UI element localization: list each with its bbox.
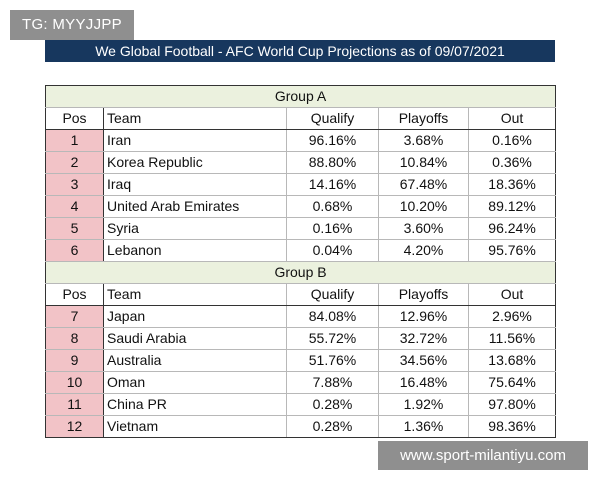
table-row: 8 Saudi Arabia 55.72% 32.72% 11.56% [45, 327, 557, 350]
qualify-cell: 0.16% [286, 217, 379, 240]
col-header-out: Out [467, 283, 557, 306]
table-row: 5 Syria 0.16% 3.60% 96.24% [45, 217, 557, 240]
col-header-playoffs: Playoffs [378, 107, 469, 130]
out-cell: 89.12% [467, 195, 557, 218]
watermark-bottom-right: www.sport-milantiyu.com [378, 441, 588, 470]
out-cell: 0.16% [467, 129, 557, 152]
pos-cell: 6 [45, 239, 104, 262]
playoffs-cell: 3.68% [378, 129, 469, 152]
team-cell: Saudi Arabia [103, 327, 287, 350]
col-header-pos: Pos [45, 283, 104, 306]
group-a-header-row: Group A [44, 85, 557, 108]
out-cell: 2.96% [467, 305, 557, 328]
qualify-cell: 7.88% [286, 371, 379, 394]
col-header-team: Team [103, 107, 287, 130]
team-cell: Iraq [103, 173, 287, 196]
pos-cell: 11 [45, 393, 104, 416]
out-cell: 13.68% [467, 349, 557, 372]
pos-cell: 8 [45, 327, 104, 350]
pos-cell: 12 [45, 415, 104, 438]
playoffs-cell: 16.48% [378, 371, 469, 394]
pos-cell: 7 [45, 305, 104, 328]
pos-cell: 3 [45, 173, 104, 196]
table-row: 7 Japan 84.08% 12.96% 2.96% [45, 305, 557, 328]
qualify-cell: 96.16% [286, 129, 379, 152]
group-b-column-header-row: Pos Team Qualify Playoffs Out [45, 283, 557, 306]
out-cell: 11.56% [467, 327, 557, 350]
out-cell: 75.64% [467, 371, 557, 394]
table-row: 3 Iraq 14.16% 67.48% 18.36% [45, 173, 557, 196]
pos-cell: 10 [45, 371, 104, 394]
qualify-cell: 0.28% [286, 415, 379, 438]
out-cell: 96.24% [467, 217, 557, 240]
team-cell: Australia [103, 349, 287, 372]
table-row: 9 Australia 51.76% 34.56% 13.68% [45, 349, 557, 372]
col-header-qualify: Qualify [286, 107, 379, 130]
out-cell: 18.36% [467, 173, 557, 196]
playoffs-cell: 32.72% [378, 327, 469, 350]
playoffs-cell: 34.56% [378, 349, 469, 372]
playoffs-cell: 67.48% [378, 173, 469, 196]
group-a-column-header-row: Pos Team Qualify Playoffs Out [45, 107, 557, 130]
team-cell: Korea Republic [103, 151, 287, 174]
watermark-top-left: TG: MYYJJPP [10, 10, 134, 40]
qualify-cell: 55.72% [286, 327, 379, 350]
projections-table-body: Group A Pos Team Qualify Playoffs Out 1 … [44, 85, 557, 438]
group-b-header-row: Group B [44, 261, 557, 284]
table-row: 12 Vietnam 0.28% 1.36% 98.36% [45, 415, 557, 438]
table-row: 10 Oman 7.88% 16.48% 75.64% [45, 371, 557, 394]
qualify-cell: 0.28% [286, 393, 379, 416]
qualify-cell: 0.68% [286, 195, 379, 218]
qualify-cell: 0.04% [286, 239, 379, 262]
out-cell: 97.80% [467, 393, 557, 416]
table-row: 6 Lebanon 0.04% 4.20% 95.76% [45, 239, 557, 262]
playoffs-cell: 12.96% [378, 305, 469, 328]
qualify-cell: 51.76% [286, 349, 379, 372]
team-cell: United Arab Emirates [103, 195, 287, 218]
qualify-cell: 84.08% [286, 305, 379, 328]
col-header-pos: Pos [45, 107, 104, 130]
pos-cell: 9 [45, 349, 104, 372]
team-cell: Syria [103, 217, 287, 240]
table-row: 2 Korea Republic 88.80% 10.84% 0.36% [45, 151, 557, 174]
playoffs-cell: 3.60% [378, 217, 469, 240]
table-title: We Global Football - AFC World Cup Proje… [45, 40, 555, 62]
group-b-label: Group B [44, 261, 557, 284]
team-cell: Lebanon [103, 239, 287, 262]
team-cell: Japan [103, 305, 287, 328]
table-row: 11 China PR 0.28% 1.92% 97.80% [45, 393, 557, 416]
pos-cell: 4 [45, 195, 104, 218]
out-cell: 95.76% [467, 239, 557, 262]
pos-cell: 5 [45, 217, 104, 240]
team-cell: China PR [103, 393, 287, 416]
col-header-team: Team [103, 283, 287, 306]
table-row: 4 United Arab Emirates 0.68% 10.20% 89.1… [45, 195, 557, 218]
playoffs-cell: 1.92% [378, 393, 469, 416]
col-header-out: Out [467, 107, 557, 130]
team-cell: Iran [103, 129, 287, 152]
playoffs-cell: 10.20% [378, 195, 469, 218]
col-header-playoffs: Playoffs [378, 283, 469, 306]
team-cell: Oman [103, 371, 287, 394]
pos-cell: 2 [45, 151, 104, 174]
team-cell: Vietnam [103, 415, 287, 438]
out-cell: 98.36% [467, 415, 557, 438]
playoffs-cell: 10.84% [378, 151, 469, 174]
col-header-qualify: Qualify [286, 283, 379, 306]
playoffs-cell: 1.36% [378, 415, 469, 438]
qualify-cell: 14.16% [286, 173, 379, 196]
table-row: 1 Iran 96.16% 3.68% 0.16% [45, 129, 557, 152]
group-a-label: Group A [44, 85, 557, 108]
playoffs-cell: 4.20% [378, 239, 469, 262]
out-cell: 0.36% [467, 151, 557, 174]
projections-table: Group A Pos Team Qualify Playoffs Out 1 … [44, 85, 557, 438]
qualify-cell: 88.80% [286, 151, 379, 174]
pos-cell: 1 [45, 129, 104, 152]
